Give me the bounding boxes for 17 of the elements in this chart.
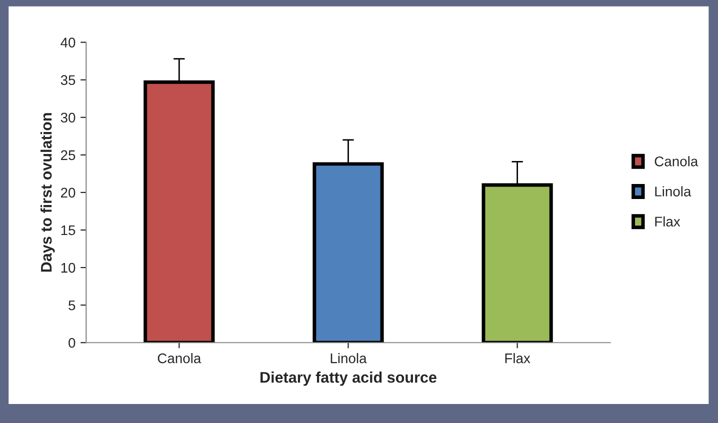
y-tick-label: 30 (60, 112, 76, 123)
y-tick-label: 35 (60, 75, 76, 86)
legend-label: Linola (655, 186, 692, 196)
legend-label: Flax (655, 216, 680, 227)
x-tick-label: Canola (158, 353, 202, 364)
y-tick-label: 10 (61, 262, 76, 273)
y-axis-title: Days to first ovulation (40, 113, 55, 272)
legend-label: Canola (654, 156, 698, 166)
y-tick-label: 20 (60, 188, 76, 198)
x-tick-label: Linola (330, 353, 367, 364)
y-tick-label: 5 (68, 300, 76, 310)
x-axis-title: Dietary fatty acid source (260, 372, 436, 386)
y-tick-label: 0 (68, 338, 76, 348)
x-tick-label: Flax (505, 353, 530, 364)
y-tick-label: 25 (60, 150, 76, 160)
y-tick-label: 15 (61, 225, 76, 236)
y-tick-label: 40 (60, 38, 76, 48)
